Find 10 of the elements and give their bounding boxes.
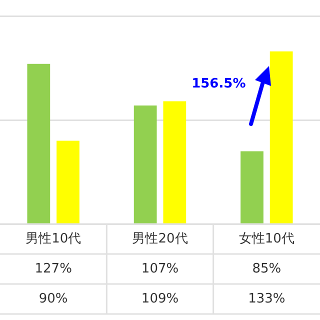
x-tick-label: 男性20代: [132, 231, 188, 246]
data-label: 107%: [141, 261, 179, 276]
data-label: 109%: [141, 291, 179, 306]
data-label: 90%: [38, 291, 68, 306]
annotation: 156.5%: [192, 76, 246, 92]
data-label: 85%: [252, 261, 282, 276]
x-tick-label: 男性10代: [26, 231, 82, 246]
data-label: 133%: [248, 291, 286, 306]
data-label: 127%: [34, 261, 72, 276]
x-tick-label: 女性10代: [238, 231, 294, 246]
